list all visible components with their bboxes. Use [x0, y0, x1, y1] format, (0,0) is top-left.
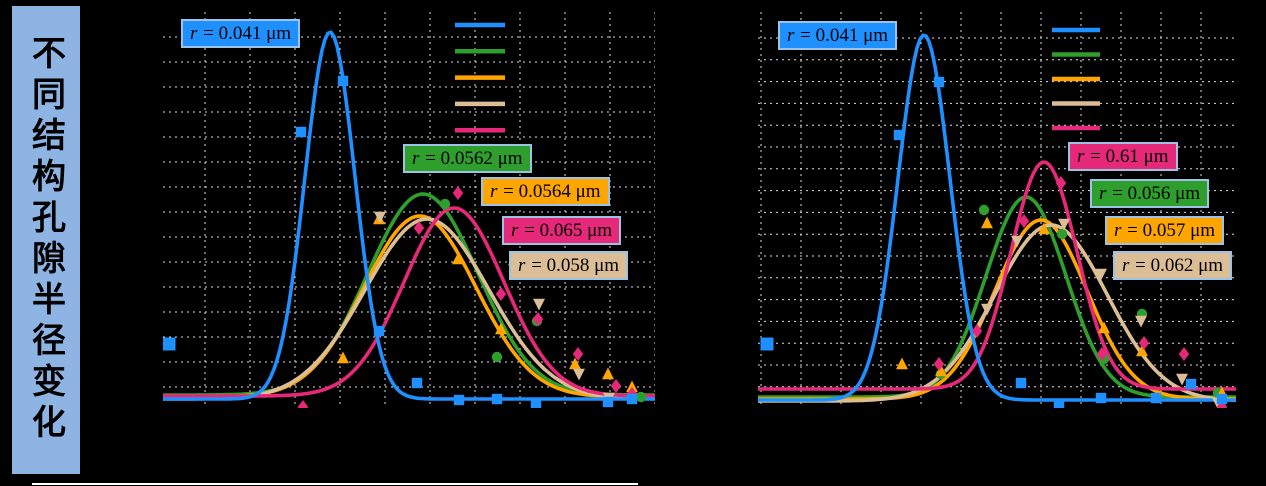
data-point-triangle-down — [533, 298, 545, 311]
r-value-label-green[interactable]: r = 0.0562 μm — [403, 144, 532, 173]
data-point-square — [1095, 392, 1107, 404]
data-point-square — [337, 75, 349, 87]
data-point-triangle-up — [1136, 344, 1148, 357]
data-point-square — [1053, 398, 1065, 408]
data-point-triangle-down — [1058, 218, 1070, 231]
pore-radius-chart-right[interactable]: r = 0.041 μm r = 0.61 μm r = 0.056 μm r = 0… — [758, 8, 1236, 408]
fit-curve-blue — [163, 30, 655, 401]
r-value-label-green[interactable]: r = 0.056 μm — [1090, 179, 1210, 208]
data-point-square — [491, 393, 503, 405]
data-point-triangle-down — [1135, 315, 1147, 328]
data-point-square — [893, 129, 905, 141]
slide-title-bar[interactable]: 不同结构孔隙半径变化 — [12, 6, 80, 474]
data-point-triangle-up — [337, 351, 349, 364]
data-point-circle — [635, 391, 647, 403]
data-point-diamond — [1096, 346, 1108, 362]
data-point-square — [1015, 377, 1027, 389]
data-point-triangle-down — [573, 368, 585, 381]
fit-curve-pink — [163, 206, 655, 398]
data-point-circle — [491, 351, 503, 363]
data-point-triangle-up — [602, 367, 614, 380]
fit-curve-pink — [758, 160, 1236, 391]
data-point-diamond — [297, 399, 309, 408]
data-point-triangle-down — [374, 211, 386, 224]
fit-curve-tan — [758, 223, 1236, 403]
r-value-label-pink[interactable]: r = 0.065 μm — [502, 216, 622, 245]
data-point-triangle-up — [626, 380, 638, 393]
data-point-square — [411, 377, 423, 389]
data-point-square — [453, 394, 465, 406]
data-point-triangle-up — [452, 252, 464, 265]
data-point-circle — [439, 198, 451, 210]
data-point-square — [1185, 378, 1197, 390]
data-point-square — [373, 325, 385, 337]
data-point-square — [626, 393, 638, 405]
data-point-diamond — [610, 378, 622, 394]
data-point-triangle-down — [1011, 235, 1023, 248]
legend — [1052, 27, 1100, 131]
data-point-diamond — [1018, 213, 1030, 229]
data-point-square — [760, 337, 774, 351]
data-point-square — [602, 396, 614, 408]
data-point-triangle-up — [1098, 321, 1110, 334]
data-point-triangle-up — [495, 322, 507, 335]
data-point-square — [1150, 392, 1162, 404]
r-value-label-tan[interactable]: r = 0.062 μm — [1113, 251, 1233, 280]
data-point-diamond — [1055, 175, 1067, 191]
legend — [455, 22, 505, 133]
data-point-circle — [1056, 228, 1068, 240]
data-point-square — [295, 126, 307, 138]
data-point-triangle-up — [569, 357, 581, 370]
data-point-diamond — [532, 311, 544, 327]
bottom-rule — [32, 483, 638, 485]
data-point-triangle-up — [1038, 222, 1050, 235]
grid — [163, 12, 655, 406]
data-point-triangle-down — [981, 303, 993, 316]
data-point-diamond — [1138, 335, 1150, 351]
data-point-triangle-up — [981, 216, 993, 229]
data-point-square — [933, 76, 945, 88]
plot-area — [163, 12, 655, 408]
r-value-label-tan[interactable]: r = 0.058 μm — [509, 251, 629, 280]
data-point-square — [530, 398, 542, 408]
data-point-triangle-down — [1176, 373, 1188, 386]
data-point-diamond — [1178, 346, 1190, 362]
data-point-diamond — [495, 286, 507, 302]
data-point-square — [1216, 393, 1228, 405]
pore-radius-chart-left[interactable]: r = 0.041 μm r = 0.0562 μm r = 0.0564 μm r … — [163, 8, 655, 408]
data-point-triangle-down — [1095, 268, 1107, 281]
data-point-diamond — [971, 323, 983, 339]
data-point-diamond — [413, 220, 425, 236]
grid — [758, 12, 1236, 406]
data-point-circle — [978, 204, 990, 216]
r-value-label-blue[interactable]: r = 0.041 μm — [181, 19, 301, 48]
data-point-triangle-up — [896, 357, 908, 370]
r-value-label-orange[interactable]: r = 0.057 μm — [1105, 216, 1225, 245]
data-point-diamond — [572, 346, 584, 362]
r-value-label-orange[interactable]: r = 0.0564 μm — [481, 177, 610, 206]
r-value-label-pink[interactable]: r = 0.61 μm — [1068, 142, 1178, 171]
plot-area — [758, 12, 1236, 408]
data-point-diamond — [452, 185, 464, 201]
data-point-square — [163, 337, 176, 351]
r-value-label-blue[interactable]: r = 0.041 μm — [778, 21, 898, 50]
data-point-triangle-up — [935, 364, 947, 377]
data-point-diamond — [933, 356, 945, 372]
